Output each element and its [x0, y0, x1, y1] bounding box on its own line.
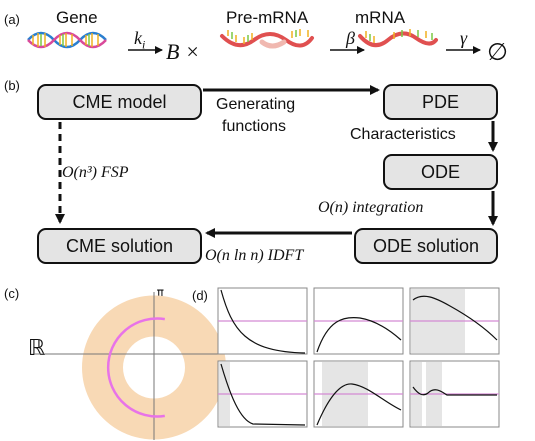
generating-label-line1: Generating — [216, 96, 296, 113]
panel-a-label: (a) — [4, 12, 20, 27]
premrna-label: Pre-mRNA — [226, 8, 309, 27]
characteristics-label: Characteristics — [350, 126, 456, 143]
complex-plane-contour — [34, 292, 232, 440]
rate-gamma-label: γ — [460, 28, 468, 48]
generating-label-line2: functions — [222, 118, 287, 135]
mrna-label: mRNA — [355, 8, 406, 27]
gene-label: Gene — [56, 8, 98, 27]
annulus-region — [82, 295, 226, 440]
cme-solution-box: CME solution — [37, 228, 202, 264]
plot-1-3 — [409, 287, 500, 355]
pde-box: PDE — [383, 84, 498, 120]
empty-set-label: ∅ — [487, 39, 508, 66]
plot-1-2 — [313, 287, 404, 355]
cme-model-box: CME model — [37, 84, 202, 120]
panel-c-label: (c) — [4, 286, 20, 301]
panel-b-label: (b) — [4, 78, 20, 93]
plot-1-1 — [217, 287, 308, 355]
ode-solution-box: ODE solution — [354, 228, 498, 264]
ode-box: ODE — [383, 154, 498, 190]
burst-b-label: B × — [166, 39, 200, 64]
mrna-strand-icon — [358, 29, 438, 48]
flowchart-arrows — [55, 85, 498, 238]
integration-label: O(n) integration — [318, 199, 424, 216]
plot-2-3 — [409, 360, 500, 428]
idft-label: O(n ln n) IDFT — [205, 247, 304, 264]
panel-d-label: (d) — [192, 288, 208, 303]
rate-beta-label: β — [346, 28, 355, 48]
plot-2-2 — [313, 360, 404, 428]
dna-helix-icon — [27, 31, 107, 49]
fsp-label: O(n³) FSP — [62, 164, 129, 181]
pre-mrna-strand-icon — [220, 29, 314, 49]
integration-contour — [106, 317, 165, 418]
panel-d-plots — [217, 287, 500, 428]
plot-2-1 — [217, 360, 308, 428]
rate-k-label: ki — [134, 28, 146, 52]
